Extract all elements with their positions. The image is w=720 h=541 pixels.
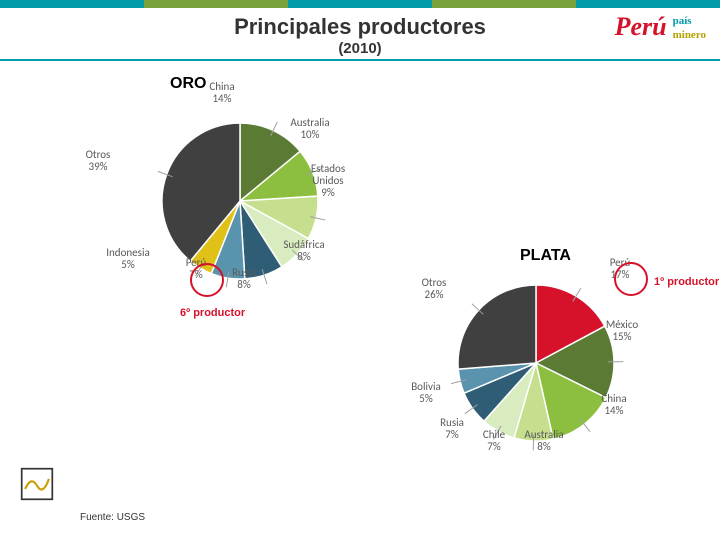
logo-brand: Perú (615, 12, 667, 41)
bar-seg (144, 0, 288, 8)
logo-tag1: país (673, 16, 692, 27)
top-color-bar (0, 0, 720, 8)
slice-label: Australia8% (524, 429, 563, 453)
bar-seg (432, 0, 576, 8)
page-subtitle: (2010) (20, 40, 700, 57)
slice-label: China14% (601, 393, 626, 417)
peru-logo: Perú país minero (615, 12, 706, 42)
page-title: Principales productores (20, 14, 700, 40)
slice-label: México15% (606, 319, 638, 343)
slice-label: Rusia7% (440, 417, 464, 441)
plata-callout: 1º productor (654, 276, 719, 288)
slice-label: Bolivia5% (411, 381, 441, 405)
plata-labels: Perú17%México15%China14%Australia8%Chile… (0, 61, 720, 541)
slice-label: Otros26% (422, 277, 447, 301)
slice-label: Chile7% (483, 429, 505, 453)
bar-seg (576, 0, 720, 8)
footer-chart-icon (20, 467, 54, 501)
source-label: Fuente: USGS (80, 512, 145, 523)
logo-tag2: minero (673, 30, 706, 41)
header: Principales productores (2010) Perú país… (0, 8, 720, 61)
chart-area: ORO China14%Australia10%EstadosUnidos9%S… (0, 61, 720, 541)
bar-seg (288, 0, 432, 8)
plata-highlight-ring (614, 262, 648, 296)
bar-seg (0, 0, 144, 8)
